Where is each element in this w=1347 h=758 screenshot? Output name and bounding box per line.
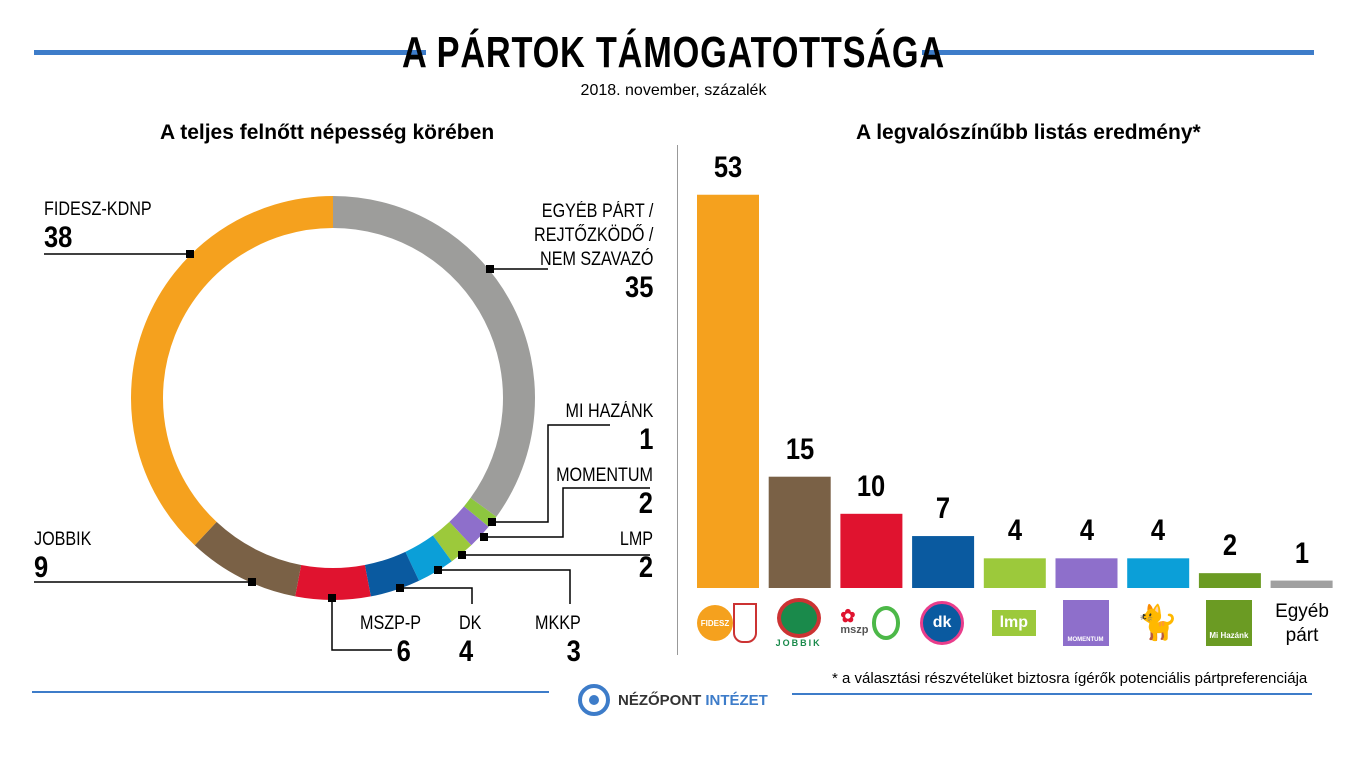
- bar: [768, 476, 831, 588]
- donut-slice: [332, 196, 535, 517]
- bar-value-label: 2: [1222, 529, 1237, 563]
- leader-marker: [488, 518, 496, 526]
- party-logo: FIDESZ: [697, 598, 757, 648]
- donut-slice: [364, 551, 420, 597]
- leader-marker: [480, 533, 488, 541]
- footer-rule-left: [32, 691, 549, 693]
- leader-line: [492, 424, 610, 523]
- label-momentum: MOMENTUM 2: [556, 465, 653, 520]
- footnote: * a választási részvételüket biztosra íg…: [832, 670, 1308, 687]
- bar: [1270, 580, 1333, 588]
- leader-marker: [396, 584, 404, 592]
- label-egyeb: EGYÉB PÁRT / REJTŐZKÖDŐ / NEM SZAVAZÓ 35: [533, 201, 653, 304]
- bar: [697, 194, 759, 589]
- party-logo: dk: [912, 598, 972, 648]
- leader-line: [331, 598, 392, 651]
- nezopont-logo-icon: [578, 684, 610, 716]
- party-logo: MOMENTUM: [1056, 598, 1116, 648]
- leader-marker: [248, 578, 256, 586]
- bar-value-label: 4: [1079, 514, 1094, 548]
- bar: [1198, 573, 1261, 588]
- donut-slice: [194, 521, 302, 597]
- donut-slice: [405, 535, 452, 581]
- logo-egyeb: Egyéb párt: [1275, 601, 1329, 646]
- label-mkkp: MKKP 3: [535, 613, 581, 668]
- label-fidesz: FIDESZ-KDNP 38: [44, 199, 152, 254]
- leader-marker: [486, 265, 494, 273]
- bar-chart: [697, 194, 1333, 589]
- leader-line: [400, 587, 473, 604]
- label-lmp: LMP 2: [619, 529, 653, 584]
- bar: [840, 513, 903, 588]
- donut-slice: [295, 564, 371, 600]
- title-rule-right: [922, 50, 1314, 55]
- bar-value-label: 7: [936, 492, 951, 526]
- donut-slice: [131, 196, 334, 546]
- bar: [912, 536, 975, 588]
- bar: [1127, 558, 1190, 588]
- page-title: A PÁRTOK TÁMOGATOTTSÁGA: [402, 28, 945, 77]
- label-mihazank: MI HAZÁNK 1: [565, 401, 653, 456]
- leader-marker: [186, 250, 194, 258]
- donut-title: A teljes felnőtt népesség körében: [160, 121, 495, 144]
- subtitle: 2018. november, százalék: [580, 82, 767, 99]
- leader-marker: [328, 594, 336, 602]
- bar-value-label: 15: [785, 432, 814, 466]
- donut-chart: [34, 196, 650, 651]
- bar: [983, 558, 1046, 588]
- donut-slice: [432, 521, 472, 562]
- party-logo: ✿ mszp: [840, 598, 901, 648]
- label-dk: DK 4: [459, 613, 482, 668]
- donut-slice: [449, 506, 489, 546]
- party-logo: JOBBIK: [769, 598, 829, 648]
- bar-title: A legvalószínűbb listás eredmény*: [856, 121, 1201, 144]
- brand-name: NÉZŐPONT: [618, 691, 702, 709]
- bar-value-label: 10: [857, 469, 886, 503]
- leader-marker: [458, 551, 466, 559]
- label-jobbik: JOBBIK 9: [34, 529, 92, 584]
- donut-slice: [463, 497, 497, 527]
- bar-value-label: 4: [1151, 514, 1166, 548]
- bar-value-label: 4: [1007, 514, 1022, 548]
- footer-rule-right: [792, 693, 1312, 695]
- divider: [677, 145, 678, 655]
- label-mszp: MSZP-P 6: [360, 613, 422, 668]
- title-rule-left: [34, 50, 426, 55]
- party-logo: lmp: [984, 598, 1044, 648]
- party-logo: Mi Hazánk: [1199, 598, 1259, 648]
- party-logo: 🐈: [1136, 604, 1179, 642]
- leader-line: [438, 569, 571, 604]
- brand-suffix: INTÉZET: [705, 691, 768, 709]
- bar-value-label: 1: [1294, 536, 1309, 570]
- leader-marker: [434, 566, 442, 574]
- bar-value-label: 53: [713, 150, 743, 184]
- bar: [1055, 558, 1118, 588]
- leader-line: [484, 487, 650, 538]
- footer-logo: NÉZŐPONT INTÉZET: [578, 684, 768, 716]
